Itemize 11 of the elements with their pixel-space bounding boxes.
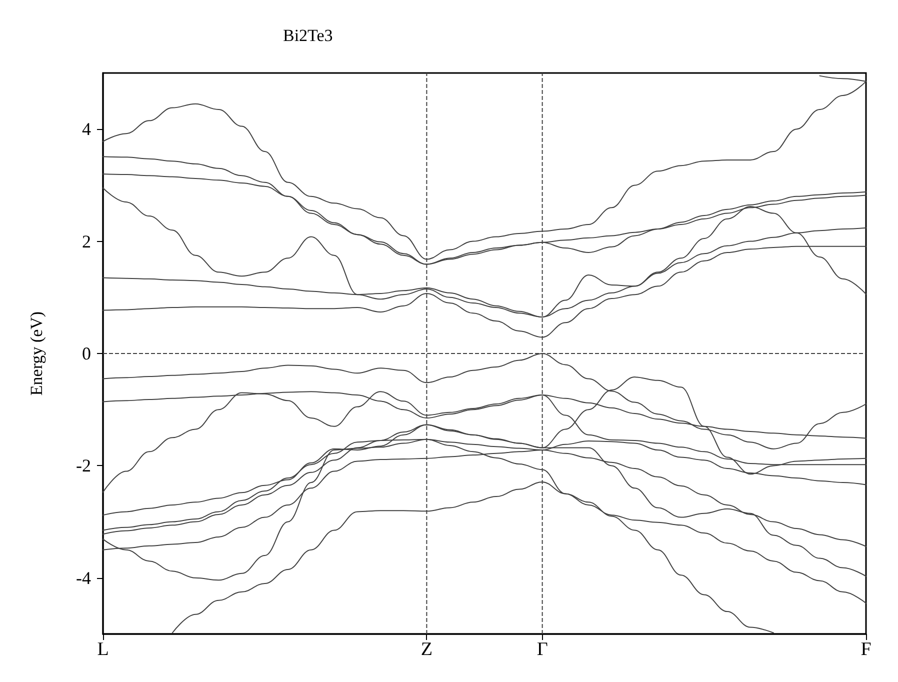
- y-tick-label: -2: [76, 456, 91, 476]
- y-tick-label: 2: [82, 231, 91, 252]
- x-tick-label: Z: [420, 639, 432, 660]
- x-tick-label: L: [97, 639, 109, 660]
- y-tick-label: 4: [82, 119, 91, 140]
- x-tick-label: Γ: [536, 639, 548, 660]
- y-tick-label: -4: [76, 568, 91, 588]
- x-tick-label: F: [860, 639, 872, 660]
- y-axis-title: Energy (eV): [27, 311, 46, 396]
- chart-title: Bi2Te3: [283, 26, 333, 45]
- y-tick-label: 0: [82, 344, 91, 364]
